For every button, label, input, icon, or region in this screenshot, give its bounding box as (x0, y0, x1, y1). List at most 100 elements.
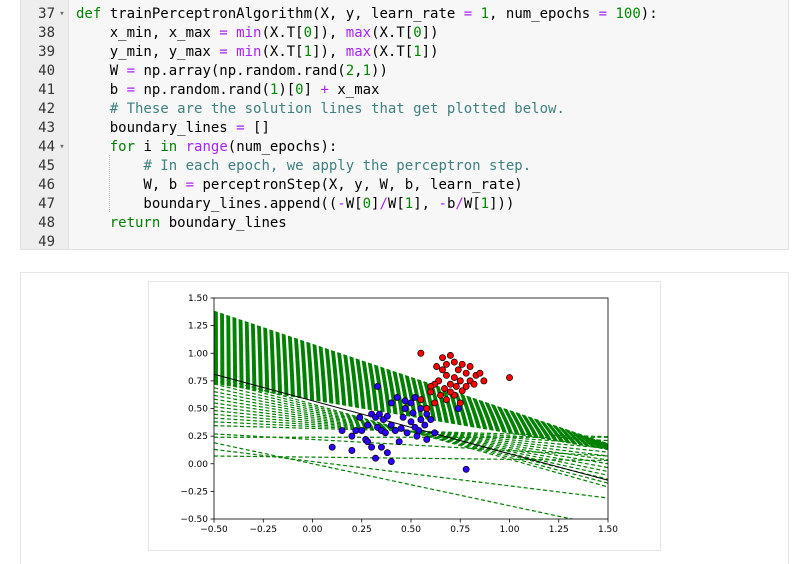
red-point (437, 391, 444, 399)
y-tick-label: −0.50 (180, 515, 208, 525)
line-number: 40 (38, 63, 55, 79)
line-number: 38 (38, 25, 55, 41)
boundary-line (214, 310, 608, 445)
red-point (454, 366, 462, 374)
blue-point (356, 413, 364, 421)
blue-point (372, 454, 379, 462)
blue-point (423, 435, 431, 443)
red-point (433, 363, 441, 370)
boundary-line (214, 319, 608, 446)
x-tick-label: 0.25 (352, 525, 372, 535)
line-number: 41 (38, 82, 55, 98)
blue-point (374, 382, 381, 390)
code-text[interactable]: # In each epoch, we apply the perceptron… (143, 158, 532, 174)
code-text[interactable]: b = np.random.rand(1)[0] + x_max (76, 82, 380, 98)
code-text[interactable]: W = np.array(np.random.rand(2,1)) (76, 63, 388, 79)
code-line[interactable]: 47 boundary_lines.append((-W[0]/W[1], -b… (21, 195, 789, 214)
code-line[interactable]: 44 ▾ for i in range(num_epochs): (21, 138, 789, 157)
boundary-line (214, 390, 608, 473)
code-line[interactable]: 49 (21, 233, 789, 252)
blue-point (328, 443, 336, 451)
blue-point (401, 405, 409, 412)
line-number: 47 (38, 196, 55, 212)
code-text[interactable]: y_min, y_max = min(X.T[1]), max(X.T[1]) (76, 44, 439, 60)
blue-point (421, 421, 429, 429)
code-text[interactable]: boundary_lines.append((-W[0]/W[1], -b/W[… (76, 196, 515, 212)
blue-point (409, 409, 417, 417)
boundary-line (214, 327, 608, 446)
blue-point (364, 421, 372, 429)
code-text[interactable]: return boundary_lines (109, 215, 287, 231)
boundary-line (214, 323, 608, 446)
line-number-gutter (21, 0, 69, 249)
red-point (446, 352, 454, 359)
red-point (476, 369, 484, 377)
red-point (431, 399, 439, 407)
boundary-line (214, 321, 608, 446)
code-line[interactable]: 41 b = np.random.rand(1)[0] + x_max (21, 81, 789, 100)
y-tick-label: 0.75 (188, 377, 208, 387)
x-tick-label: 1.50 (598, 525, 618, 535)
blue-point (383, 412, 391, 420)
blue-point (399, 413, 407, 421)
y-tick-label: −0.25 (180, 487, 208, 497)
boundary-line (214, 326, 608, 446)
final-boundary-line-path (214, 373, 608, 481)
red-point (480, 377, 488, 385)
code-line[interactable]: 46 W, b = perceptronStep(X, y, W, b, lea… (21, 176, 789, 195)
code-line[interactable]: 43 boundary_lines = [] (21, 119, 789, 138)
blue-point (417, 416, 425, 423)
boundary-line (214, 442, 575, 519)
code-text[interactable]: def trainPerceptronAlgorithm(X, y, learn… (76, 6, 658, 22)
code-cell[interactable]: 37 ▾ def trainPerceptronAlgorithm(X, y, le… (20, 0, 789, 250)
red-point (427, 388, 435, 396)
boundary-line (214, 394, 608, 469)
blue-point (401, 397, 409, 405)
code-line[interactable]: 38 x_min, x_max = min(X.T[0]), max(X.T[0… (21, 24, 789, 43)
code-text[interactable]: # These are the solution lines that get … (109, 101, 565, 117)
boundary-line (214, 366, 608, 449)
red-point (443, 396, 450, 404)
code-text[interactable]: boundary_lines = [] (76, 120, 270, 136)
code-line[interactable]: 42 # These are the solution lines that g… (21, 100, 789, 119)
blue-point (395, 438, 403, 446)
code-line[interactable]: 48 return boundary_lines (21, 214, 789, 233)
boundary-line (214, 329, 608, 446)
blue-point (462, 465, 470, 473)
red-point (458, 360, 466, 368)
fold-arrow-icon[interactable]: ▾ (59, 142, 65, 152)
blue-point (393, 393, 401, 401)
code-line[interactable]: 37 ▾ def trainPerceptronAlgorithm(X, y, le… (21, 5, 789, 24)
code-line[interactable]: 39 y_min, y_max = min(X.T[1]), max(X.T[1… (21, 43, 789, 62)
code-line[interactable]: 40 W = np.array(np.random.rand(2,1)) (21, 62, 789, 81)
code-line[interactable]: 45 # In each epoch, we apply the percept… (21, 157, 789, 176)
code-text[interactable]: for i in range(num_epochs): (109, 139, 338, 155)
line-number: 45 (38, 158, 55, 174)
red-point (450, 374, 458, 382)
blue-point (391, 427, 399, 435)
blue-point (358, 427, 366, 435)
y-tick-label: 0.25 (188, 432, 208, 442)
x-tick-label: 1.00 (499, 525, 519, 535)
code-text[interactable]: x_min, x_max = min(X.T[0]), max(X.T[0]) (76, 25, 439, 41)
blue-point (403, 429, 411, 437)
line-number: 44 (38, 139, 55, 155)
red-point (506, 374, 513, 382)
boundary-line (214, 324, 608, 446)
red-point (458, 387, 466, 395)
blue-point (431, 429, 439, 437)
x-tick-label: −0.50 (200, 525, 228, 535)
red-point (417, 396, 425, 404)
line-number: 46 (38, 177, 55, 193)
blue-point (377, 443, 385, 451)
code-text[interactable]: W, b = perceptronStep(X, y, W, b, learn_… (76, 177, 523, 193)
blue-point (387, 399, 395, 407)
blue-point (376, 410, 383, 418)
y-tick-label: 1.50 (188, 294, 208, 304)
boundary-line (214, 320, 608, 446)
fold-arrow-icon[interactable]: ▾ (59, 9, 65, 19)
red-point (456, 377, 464, 385)
boundary-line (214, 375, 608, 488)
red-point (446, 388, 454, 396)
red-point (441, 385, 448, 393)
